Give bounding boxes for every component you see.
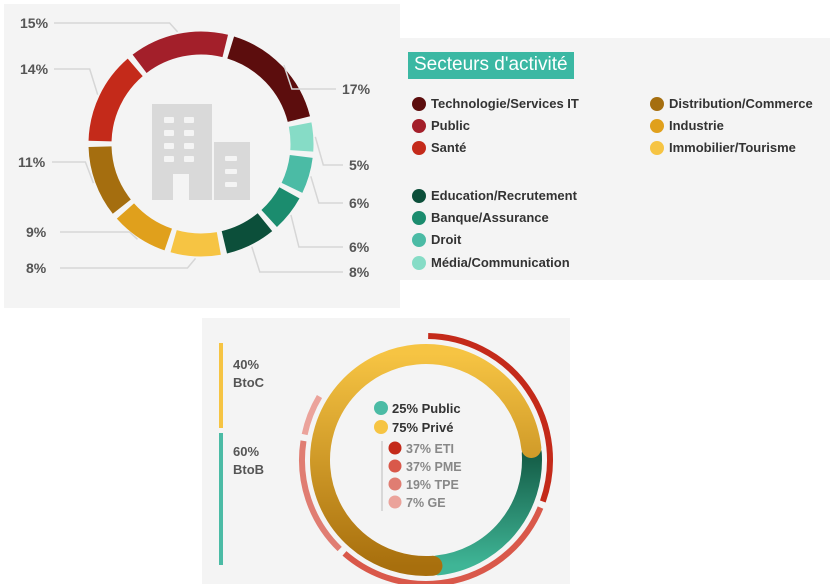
data-label-education-recrutement: 8%	[349, 264, 370, 280]
legend-item-public: Public	[412, 118, 470, 133]
legend-label: Industrie	[669, 118, 724, 133]
legend-label: Technologie/Services IT	[431, 96, 579, 111]
slice-education-recrutement	[221, 213, 273, 254]
leader-line-industrie	[60, 231, 139, 240]
leader-line-immobilier-tourisme	[60, 257, 197, 269]
sector-donut-chart: 17% 5% 6% 6% 8% 8% 9% 11% 14% 15%	[18, 15, 371, 280]
building-icon	[152, 104, 250, 200]
legend-label-prive: 75% Privé	[392, 420, 453, 435]
legend-label: Education/Recrutement	[431, 188, 577, 203]
legend-item-immobilier-tourisme: Immobilier/Tourisme	[650, 140, 796, 155]
leader-line-technologie-services-it	[283, 64, 336, 90]
outer-slice-pme	[342, 506, 544, 584]
data-label-technologie-services-it: 17%	[342, 81, 371, 97]
legend-swatch	[650, 96, 664, 111]
legend-item-droit: Droit	[412, 232, 461, 247]
sector-legend-panel: Secteurs d'activité Technologie/Services…	[400, 38, 830, 280]
legend-swatch-public	[374, 401, 388, 415]
legend-label: Santé	[431, 140, 467, 155]
btob-name: BtoB	[233, 462, 265, 477]
legend-item-media-communication: Média/Communication	[412, 255, 570, 270]
legend-swatch-pme	[388, 459, 402, 473]
data-label-sante: 14%	[20, 61, 49, 77]
leader-line-public	[54, 22, 179, 33]
legend-title: Secteurs d'activité	[408, 52, 574, 79]
legend-swatch	[650, 118, 664, 133]
slice-technologie-services-it	[226, 36, 311, 123]
legend-swatch-ge	[388, 495, 402, 509]
slice-media-communication	[288, 122, 314, 152]
legend-label-pme: 37% PME	[406, 460, 462, 474]
legend-swatch	[412, 118, 426, 133]
data-label-banque-assurance: 6%	[349, 239, 370, 255]
leader-line-media-communication	[314, 136, 343, 166]
legend-swatch-tpe	[388, 477, 402, 491]
legend-swatch	[412, 140, 426, 155]
btoc-label: 40% BtoC	[233, 356, 264, 392]
btob-bar	[219, 433, 223, 565]
legend-item-distribution-commerce: Distribution/Commerce	[650, 96, 813, 111]
legend-swatch	[650, 140, 664, 155]
slice-banque-assurance	[261, 186, 300, 227]
legend-label: Distribution/Commerce	[669, 96, 813, 111]
leader-line-droit	[310, 176, 343, 204]
center-legend: 25% Public 75% Privé 37% ETI 37% PME 19% TPE…	[374, 401, 462, 511]
legend-label-public: 25% Public	[392, 401, 461, 416]
btoc-pct: 40%	[233, 357, 260, 372]
leader-line-banque-assurance	[290, 214, 343, 248]
legend-label-tpe: 19% TPE	[406, 478, 459, 492]
legend-swatch	[412, 96, 426, 111]
legend-label: Immobilier/Tourisme	[669, 140, 796, 155]
legend-item-education-recrutement: Education/Recrutement	[412, 188, 577, 203]
slice-sante	[88, 58, 143, 142]
legend-label: Droit	[431, 232, 462, 247]
leader-line-education-recrutement	[251, 246, 343, 273]
leader-line-sante	[54, 68, 99, 95]
btob-pct: 60%	[233, 444, 260, 459]
data-label-immobilier-tourisme: 8%	[26, 260, 47, 276]
inner-slice-prive	[310, 344, 542, 576]
slice-droit	[281, 154, 313, 193]
legend-swatch	[412, 188, 426, 203]
sector-chart-panel: 17% 5% 6% 6% 8% 8% 9% 11% 14% 15%	[4, 4, 400, 308]
slice-industrie	[116, 203, 173, 251]
data-label-public: 15%	[20, 15, 49, 31]
data-label-distribution-commerce: 11%	[18, 154, 46, 170]
legend-item-banque-assurance: Banque/Assurance	[412, 210, 549, 225]
leader-line-distribution-commerce	[52, 161, 95, 184]
data-label-media-communication: 5%	[349, 157, 370, 173]
legend-item-technologie-services-it: Technologie/Services IT	[412, 96, 579, 111]
legend-label: Média/Communication	[431, 255, 570, 270]
legend-label: Public	[431, 118, 471, 133]
btoc-bar	[219, 343, 223, 428]
legend-label-eti: 37% ETI	[406, 442, 454, 456]
btoc-name: BtoC	[233, 375, 265, 390]
client-type-panel: 40% BtoC 60% BtoB 25% Public 75% Privé 37%…	[202, 318, 570, 584]
outer-slice-eti	[428, 333, 553, 503]
legend-item-sante: Santé	[412, 140, 466, 155]
legend-swatch-eti	[388, 441, 402, 455]
btob-label: 60% BtoB	[233, 443, 264, 479]
legend-swatch-prive	[374, 420, 388, 434]
outer-slice-tpe	[299, 440, 342, 552]
data-label-industrie: 9%	[26, 224, 47, 240]
legend-item-industrie: Industrie	[650, 118, 724, 133]
legend-swatch	[412, 232, 426, 247]
slice-immobilier-tourisme	[170, 230, 221, 257]
legend-swatch	[412, 255, 426, 270]
client-type-donut-chart: 25% Public 75% Privé 37% ETI 37% PME 19% TPE…	[299, 333, 553, 584]
slice-distribution-commerce	[88, 146, 132, 214]
outer-slice-ge	[301, 394, 323, 436]
legend-swatch	[412, 210, 426, 225]
legend-label-ge: 7% GE	[406, 496, 446, 510]
data-label-droit: 6%	[349, 195, 370, 211]
inner-slice-public	[428, 443, 542, 576]
slice-public	[132, 31, 229, 74]
legend-label: Banque/Assurance	[431, 210, 549, 225]
